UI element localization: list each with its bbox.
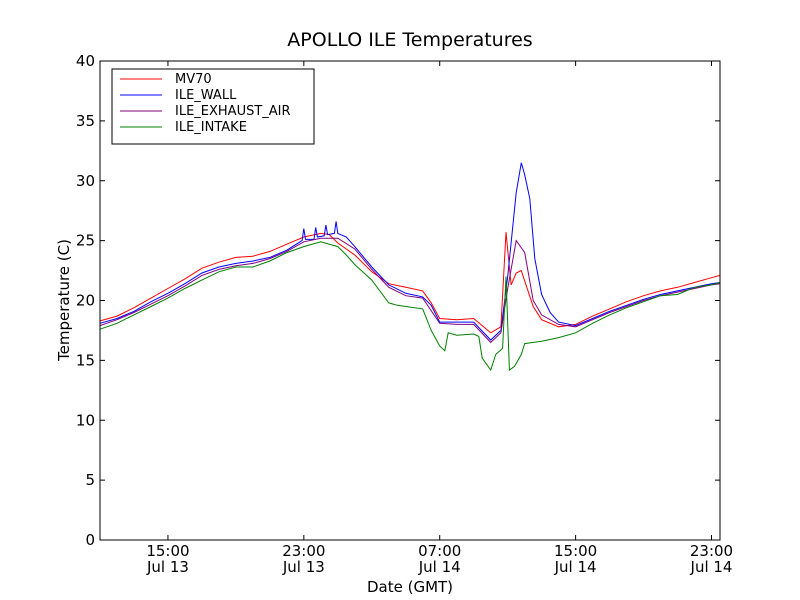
- y-tick-label: 30: [76, 172, 95, 190]
- y-tick-label: 15: [76, 351, 95, 369]
- x-tick-label-time: 07:00: [418, 542, 461, 560]
- chart-title: APOLLO ILE Temperatures: [287, 29, 532, 51]
- x-tick-label-time: 15:00: [146, 542, 189, 560]
- y-tick-label: 20: [76, 292, 95, 310]
- y-tick-label: 25: [76, 232, 95, 250]
- legend-label-ile-exhaust-air: ILE_EXHAUST_AIR: [175, 104, 291, 119]
- y-tick-label: 10: [76, 411, 95, 429]
- legend-label-mv70: MV70: [175, 72, 212, 87]
- x-tick-label-date: Jul 13: [146, 558, 189, 576]
- x-tick-label-date: Jul 14: [554, 558, 597, 576]
- x-tick-label-date: Jul 13: [282, 558, 325, 576]
- series-line-mv70: [99, 232, 721, 334]
- x-tick-label-date: Jul 14: [418, 558, 461, 576]
- series-layer: [99, 162, 721, 372]
- legend-frame: [111, 68, 315, 145]
- series-line-ile-intake: [99, 241, 721, 372]
- x-tick-label-time: 23:00: [282, 542, 325, 560]
- series-line-ile-exhaust-air: [99, 237, 721, 344]
- y-axis-label: Temperature (C): [55, 239, 73, 362]
- x-tick-label-date: Jul 14: [690, 558, 733, 576]
- x-tick-label-time: 15:00: [554, 542, 597, 560]
- x-tick-label-time: 23:00: [690, 542, 733, 560]
- legend-label-ile-wall: ILE_WALL: [175, 88, 237, 103]
- series-line-ile-wall: [99, 162, 721, 341]
- y-tick-label: 0: [85, 531, 95, 549]
- legend-label-ile-intake: ILE_INTAKE: [175, 120, 247, 135]
- y-tick-label: 40: [76, 52, 95, 70]
- x-axis-label: Date (GMT): [367, 578, 453, 596]
- y-tick-label: 35: [76, 112, 95, 130]
- y-tick-label: 5: [85, 471, 95, 489]
